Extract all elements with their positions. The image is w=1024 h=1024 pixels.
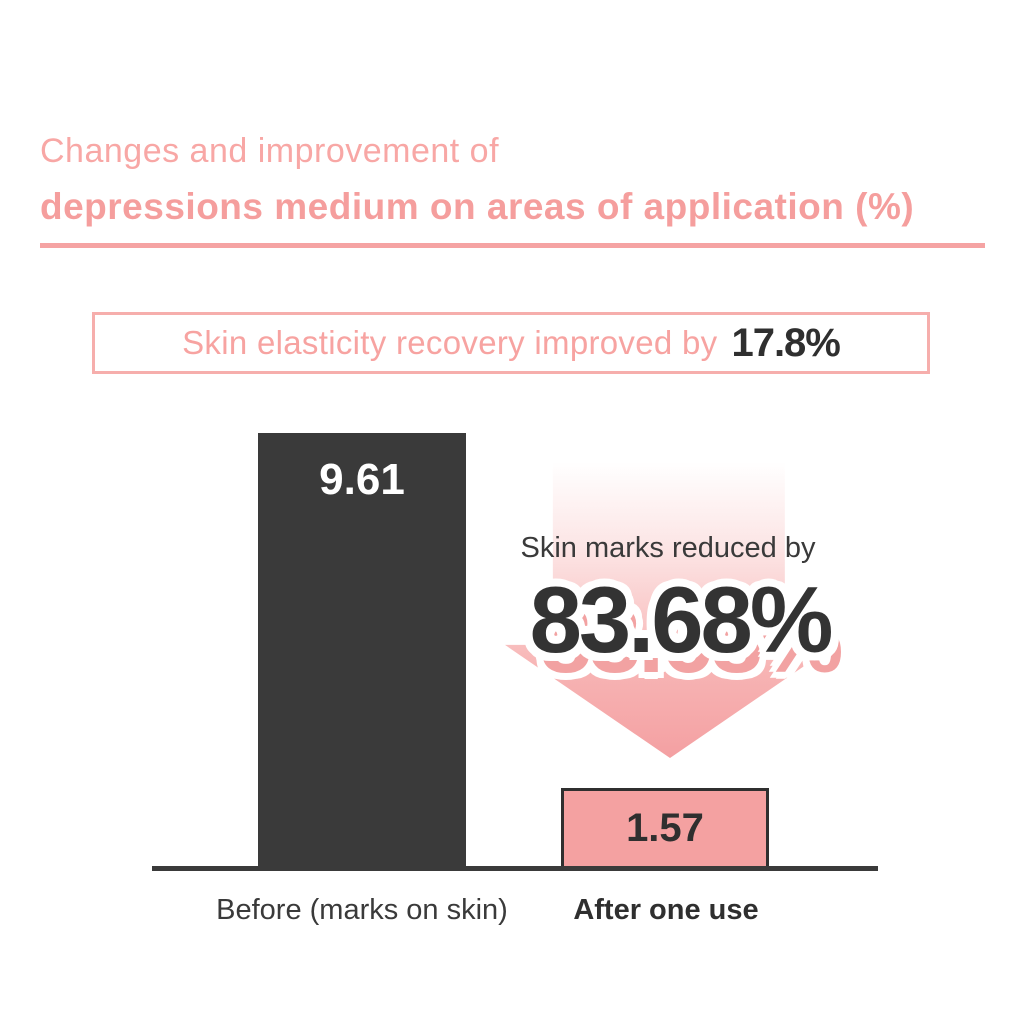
title-line-2: depressions medium on areas of applicati… [40,186,915,227]
category-label-after: After one use [573,894,759,926]
elasticity-highlight-box: Skin elasticity recovery improved by 17.… [92,312,930,374]
title-divider-rule [40,243,985,248]
bar-after: 1.57 [561,788,769,869]
bar-before-value: 9.61 [319,455,405,504]
bar-after-value: 1.57 [626,806,704,850]
title-line-1: Changes and improvement of [40,132,500,170]
elasticity-highlight-value: 17.8% [731,320,840,365]
category-label-before: Before (marks on skin) [216,894,508,926]
reduction-value-shadow: 83.68% [539,587,844,692]
chart-baseline [152,866,878,871]
bar-before: 9.61 [258,433,466,866]
reduction-value: 83.68% [529,567,834,672]
reduction-label: Skin marks reduced by [520,532,816,564]
elasticity-highlight-text: Skin elasticity recovery improved by [182,324,718,361]
